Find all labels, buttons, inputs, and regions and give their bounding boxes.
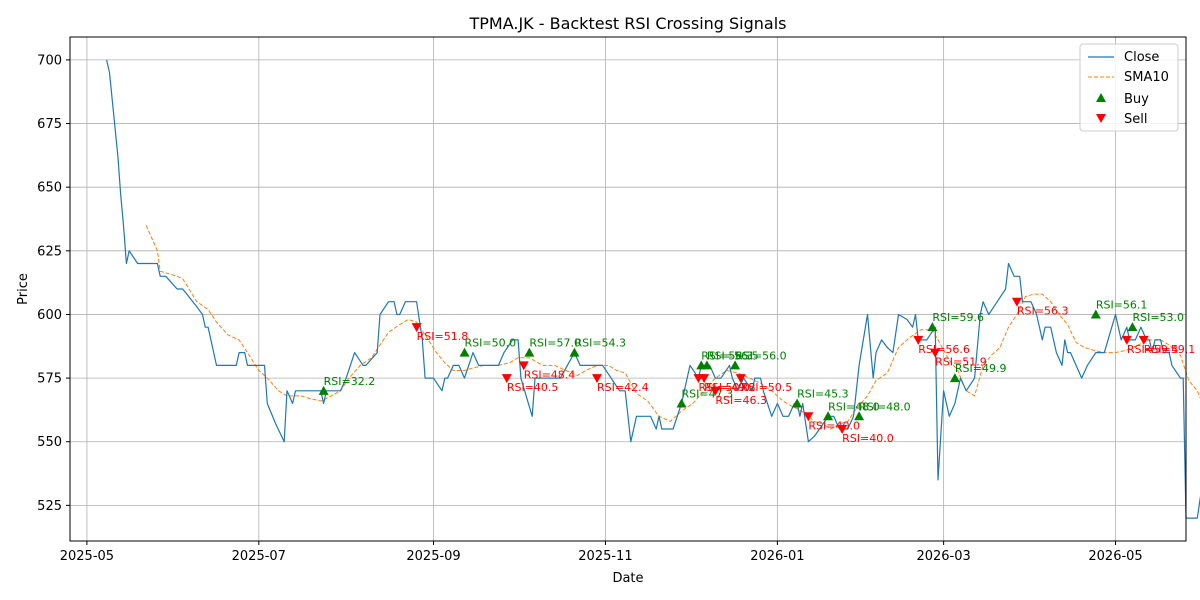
sell-marker xyxy=(1138,335,1149,345)
sell-marker xyxy=(592,374,602,384)
sell-rsi-label: RSI=50.5 xyxy=(741,381,793,394)
plot-area-frame xyxy=(69,36,1187,542)
x-tick-label: 2025-09 xyxy=(406,549,460,564)
sell-marker xyxy=(837,425,848,434)
sell-rsi-label: RSI=59.1 xyxy=(1144,343,1196,356)
buy-rsi-label: RSI=53.0 xyxy=(1132,311,1184,324)
y-tick-label: 650 xyxy=(37,181,62,196)
sell-rsi-label: RSI=40.0 xyxy=(808,419,860,432)
sell-rsi-label: RSI=50.0 xyxy=(698,381,750,394)
sell-rsi-label: RSI=46.3 xyxy=(715,394,767,407)
buy-marker xyxy=(949,373,960,383)
sell-rsi-label: RSI=42.4 xyxy=(597,381,649,394)
legend-buy-label: Buy xyxy=(1124,92,1149,107)
y-axis-ticks: 525 550 575 600 625 650 675 700 xyxy=(37,53,70,514)
legend-close-label: Close xyxy=(1124,50,1159,65)
sell-marker xyxy=(930,348,941,358)
sell-marker xyxy=(710,386,721,396)
sell-marker xyxy=(518,361,529,371)
x-tick-label: 2025-05 xyxy=(60,549,114,564)
x-tick-label: 2026-05 xyxy=(1088,549,1142,564)
buy-rsi-label: RSI=50.0 xyxy=(465,337,517,350)
y-gridlines xyxy=(70,59,1186,506)
buy-marker xyxy=(701,360,712,370)
y-tick-label: 675 xyxy=(37,117,62,132)
buy-rsi-label: RSI=59.6 xyxy=(932,311,984,324)
buy-rsi-label: RSI=56.0 xyxy=(735,349,787,362)
buy-marker xyxy=(459,347,470,357)
buy-marker xyxy=(927,322,938,332)
sell-marker xyxy=(803,412,814,422)
buy-rsi-label: RSI=56.5 xyxy=(707,349,759,362)
buy-rsi-label: RSI=49.9 xyxy=(955,362,1007,375)
sma10-line xyxy=(145,225,1200,430)
buy-marker xyxy=(823,411,834,421)
sell-rsi-label: RSI=51.9 xyxy=(935,356,987,369)
sell-rsi-label: RSI=56.6 xyxy=(918,343,970,356)
buy-rsi-label: RSI=56.1 xyxy=(1096,298,1148,311)
sell-marker xyxy=(1011,297,1022,307)
buy-rsi-label: RSI=48.0 xyxy=(859,400,911,413)
sell-marker xyxy=(1121,335,1132,345)
sell-rsi-label: RSI=40.5 xyxy=(507,381,559,394)
buy-marker xyxy=(792,398,803,408)
legend-sell-marker-icon xyxy=(1096,114,1106,123)
buy-rsi-label: RSI=48.0 xyxy=(828,400,880,413)
sell-marker xyxy=(913,335,924,345)
buy-marker xyxy=(676,398,687,408)
legend-sma-label: SMA10 xyxy=(1124,70,1169,85)
buy-rsi-label: RSI=56.3 xyxy=(701,349,753,362)
buy-marker xyxy=(1090,309,1101,319)
buy-rsi-label: RSI=54.3 xyxy=(574,337,626,350)
x-gridlines xyxy=(86,37,1116,541)
buy-marker xyxy=(524,347,535,357)
sell-rsi-label: RSI=56.3 xyxy=(1017,305,1069,318)
buy-marker xyxy=(730,360,741,370)
x-tick-label: 2025-07 xyxy=(232,549,286,564)
y-tick-label: 600 xyxy=(37,308,62,323)
y-tick-label: 575 xyxy=(37,372,62,387)
y-tick-label: 525 xyxy=(37,499,62,514)
buy-rsi-label: RSI=32.2 xyxy=(324,375,376,388)
sell-marker xyxy=(699,374,710,384)
y-tick-label: 550 xyxy=(37,435,62,450)
buy-rsi-label: RSI=47.3 xyxy=(682,388,734,401)
y-axis-title: Price xyxy=(16,273,31,305)
sell-rsi-label: RSI=48.4 xyxy=(524,368,576,381)
buy-marker xyxy=(318,385,329,395)
x-axis-title: Date xyxy=(612,571,643,586)
sell-marker xyxy=(501,374,512,384)
sell-marker xyxy=(735,374,746,384)
chart-title: TPMA.JK - Backtest RSI Crossing Signals xyxy=(468,14,786,33)
x-axis-ticks: 2025-05 2025-07 2025-09 2025-11 2026-01 2026-… xyxy=(60,541,1143,564)
y-tick-label: 625 xyxy=(37,244,62,259)
x-tick-label: 2025-11 xyxy=(578,549,632,564)
sell-rsi-label: RSI=59.4 xyxy=(1127,343,1179,356)
legend-buy-marker-icon xyxy=(1096,93,1106,102)
sma10-series xyxy=(145,225,1200,430)
buy-rsi-label: RSI=57.0 xyxy=(529,337,581,350)
x-tick-label: 2026-03 xyxy=(916,549,970,564)
legend-box xyxy=(1079,43,1179,132)
buy-rsi-label: RSI=45.3 xyxy=(797,388,849,401)
legend-sell-label: Sell xyxy=(1124,112,1147,127)
buy-marker xyxy=(1127,322,1138,332)
sell-rsi-label: RSI=40.0 xyxy=(842,432,894,445)
buy-marker xyxy=(569,347,580,357)
x-tick-label: 2026-01 xyxy=(750,549,804,564)
y-tick-label: 700 xyxy=(37,53,62,68)
buy-marker xyxy=(854,411,865,421)
legend: Close SMA10 Buy Sell xyxy=(1079,43,1179,132)
sell-marker xyxy=(411,323,422,333)
sell-rsi-label: RSI=51.8 xyxy=(417,330,469,343)
